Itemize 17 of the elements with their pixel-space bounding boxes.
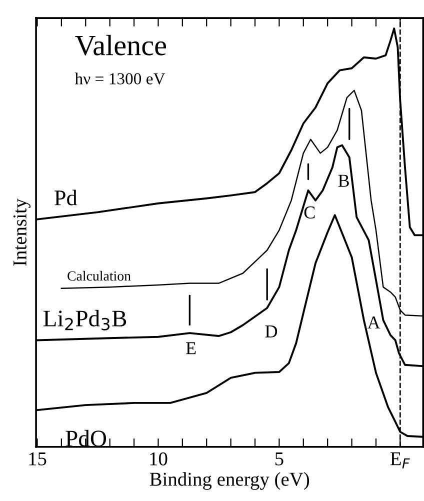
- x-tick-label: E$_{F}$: [390, 452, 410, 468]
- x-tick-label: 15: [29, 452, 46, 466]
- annotation: hν = 1300 eV: [74, 72, 166, 84]
- series-label: PdO: [66, 430, 106, 447]
- annotation: C: [304, 206, 315, 219]
- annotation: E: [186, 342, 196, 354]
- y-axis-title: Intensity: [13, 198, 30, 266]
- annotation: B: [338, 174, 349, 187]
- series-label: Pd: [54, 190, 78, 206]
- x-tick-label: 5: [275, 452, 284, 466]
- x-tick-label: 10: [150, 452, 168, 466]
- annotation: Valence: [75, 34, 166, 56]
- annotation: D: [265, 326, 278, 338]
- series-label: Calculation: [68, 270, 131, 281]
- x-axis-title: Binding energy (eV): [150, 472, 310, 490]
- annotation: A: [367, 316, 380, 328]
- series-label: Li$_{2}$Pd$_{3}$B: [43, 310, 126, 330]
